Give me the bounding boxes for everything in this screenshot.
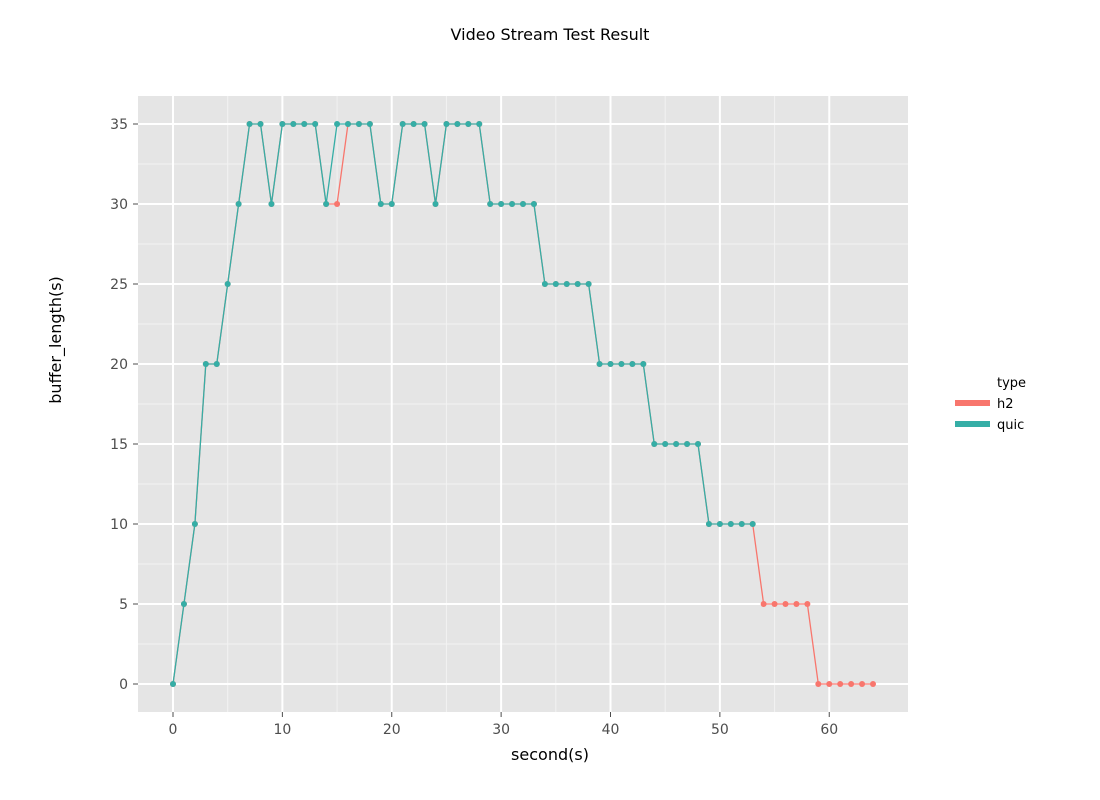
data-point-h2 <box>870 681 876 687</box>
data-point-quic <box>312 121 319 127</box>
data-point-quic <box>749 521 756 527</box>
y-tick-label: 20 <box>110 357 128 373</box>
data-point-quic <box>552 281 559 287</box>
data-point-quic <box>509 201 516 207</box>
x-tick-label: 60 <box>820 722 838 738</box>
data-point-quic <box>498 201 505 207</box>
data-point-quic <box>224 281 231 287</box>
data-point-quic <box>268 201 275 207</box>
x-tick-label: 50 <box>711 722 729 738</box>
series-quic <box>170 121 756 687</box>
data-point-quic <box>629 361 636 367</box>
data-point-quic <box>355 121 362 127</box>
data-point-quic <box>574 281 581 287</box>
x-tick-label: 40 <box>602 722 620 738</box>
data-point-quic <box>432 201 439 207</box>
legend-key-quic <box>955 421 990 427</box>
x-axis-title: second(s) <box>511 745 589 764</box>
data-point-quic <box>716 521 723 527</box>
data-point-quic <box>585 281 592 287</box>
y-tick-label: 0 <box>119 677 128 693</box>
grid <box>138 96 908 712</box>
data-point-quic <box>684 441 691 447</box>
y-axis-title: buffer_length(s) <box>46 276 66 404</box>
y-tick-label: 25 <box>110 277 128 293</box>
data-point-quic <box>541 281 548 287</box>
data-point-quic <box>246 121 253 127</box>
data-point-quic <box>180 601 187 607</box>
data-point-quic <box>323 201 330 207</box>
data-point-quic <box>334 121 341 127</box>
data-point-quic <box>410 121 417 127</box>
data-point-quic <box>640 361 647 367</box>
data-point-h2 <box>760 601 767 607</box>
data-point-quic <box>520 201 526 207</box>
data-point-h2 <box>859 681 866 687</box>
legend-key-h2 <box>955 400 990 406</box>
data-point-quic <box>443 121 450 127</box>
data-point-quic <box>421 121 428 127</box>
x-tick-label: 0 <box>169 722 178 738</box>
data-point-h2 <box>804 601 811 607</box>
data-point-quic <box>388 201 395 207</box>
data-point-quic <box>563 281 570 287</box>
legend-label-quic: quic <box>997 418 1024 433</box>
data-point-quic <box>596 361 603 367</box>
data-point-quic <box>695 441 701 447</box>
data-point-h2 <box>334 201 341 207</box>
y-tick-label: 5 <box>119 597 128 613</box>
data-point-quic <box>530 201 537 207</box>
y-tick-label: 30 <box>110 197 128 213</box>
data-point-quic <box>235 201 242 207</box>
data-point-quic <box>257 121 264 127</box>
data-point-quic <box>476 121 483 127</box>
data-point-quic <box>290 121 297 127</box>
data-point-quic <box>454 121 461 127</box>
legend-label-h2: h2 <box>997 397 1014 412</box>
data-point-h2 <box>815 681 822 687</box>
data-point-h2 <box>782 601 789 607</box>
data-point-quic <box>399 121 406 127</box>
data-point-quic <box>727 521 734 527</box>
data-point-quic <box>345 121 351 127</box>
legend-title: type <box>997 376 1026 391</box>
data-point-quic <box>377 201 384 207</box>
data-point-quic <box>705 521 712 527</box>
y-tick-label: 15 <box>110 437 128 453</box>
data-point-quic <box>662 441 669 447</box>
data-point-h2 <box>848 681 855 687</box>
data-point-quic <box>465 121 472 127</box>
data-point-quic <box>170 681 176 687</box>
x-tick-label: 20 <box>383 722 401 738</box>
x-tick-label: 10 <box>273 722 291 738</box>
y-axis-ticks: 0 5 10 15 20 25 30 35 <box>110 117 138 693</box>
legend: type h2 quic <box>955 376 1026 433</box>
data-point-quic <box>301 121 308 127</box>
data-point-h2 <box>793 601 800 607</box>
data-point-quic <box>618 361 625 367</box>
data-point-quic <box>191 521 198 527</box>
y-tick-label: 35 <box>110 117 128 133</box>
data-point-h2 <box>826 681 833 687</box>
x-tick-label: 30 <box>492 722 510 738</box>
data-point-h2 <box>771 601 778 607</box>
chart-title: Video Stream Test Result <box>451 25 650 44</box>
data-point-quic <box>487 201 494 207</box>
y-tick-label: 10 <box>110 517 128 533</box>
data-point-quic <box>738 521 745 527</box>
data-point-quic <box>279 121 286 127</box>
data-point-quic <box>673 441 680 447</box>
data-point-quic <box>366 121 373 127</box>
data-point-quic <box>607 361 614 367</box>
data-point-quic <box>213 361 220 367</box>
x-axis-ticks: 0 10 20 30 40 50 60 <box>169 712 838 738</box>
data-point-h2 <box>837 681 844 687</box>
data-point-quic <box>202 361 209 367</box>
series-layer <box>170 121 876 687</box>
data-point-quic <box>651 441 658 447</box>
